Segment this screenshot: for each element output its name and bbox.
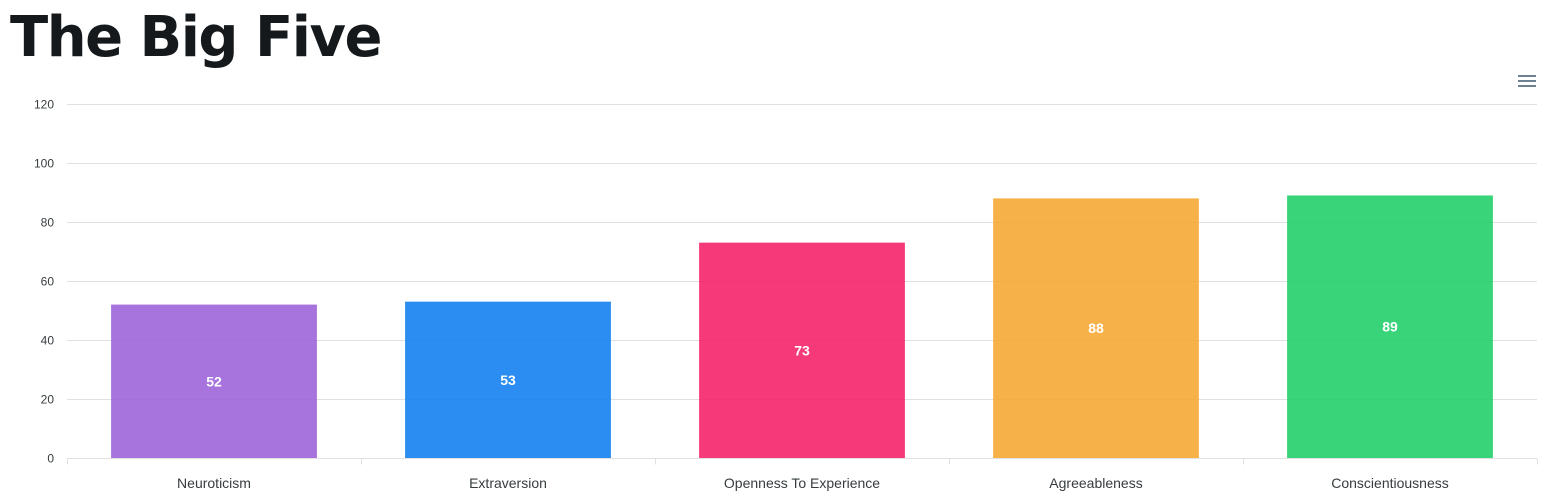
y-tick-label: 40	[41, 334, 55, 348]
page-title: The Big Five	[10, 5, 382, 70]
labels: 0 20 40 60 80 100 120 52 Neuroticism 53 Extraversi…	[34, 98, 1449, 492]
x-category-label: Agreeableness	[1049, 475, 1142, 491]
y-tick-label: 120	[34, 98, 54, 112]
hamburger-menu-icon	[1518, 75, 1536, 87]
bar-neuroticism[interactable]	[111, 304, 317, 458]
y-tick-label: 60	[41, 275, 55, 289]
y-tick-label: 100	[34, 157, 54, 171]
data-label: 52	[206, 373, 222, 389]
chart-menu-button[interactable]	[1514, 72, 1540, 92]
bar-agreeableness[interactable]	[993, 198, 1199, 458]
bar-extraversion[interactable]	[405, 301, 611, 458]
y-tick-label: 0	[47, 452, 54, 466]
x-axis	[67, 458, 1538, 465]
bar-openness-to-experience[interactable]	[699, 242, 905, 458]
x-category-label: Extraversion	[469, 475, 547, 491]
y-tick-label: 80	[41, 216, 55, 230]
bars	[111, 195, 1493, 458]
data-label: 88	[1088, 320, 1104, 336]
bar-conscientiousness[interactable]	[1287, 195, 1493, 458]
x-category-label: Openness To Experience	[724, 475, 880, 491]
x-category-label: Conscientiousness	[1331, 475, 1449, 491]
data-label: 73	[794, 342, 810, 358]
y-tick-label: 20	[41, 393, 55, 407]
data-label: 53	[500, 372, 516, 388]
x-category-label: Neuroticism	[177, 475, 251, 491]
data-label: 89	[1382, 319, 1398, 335]
